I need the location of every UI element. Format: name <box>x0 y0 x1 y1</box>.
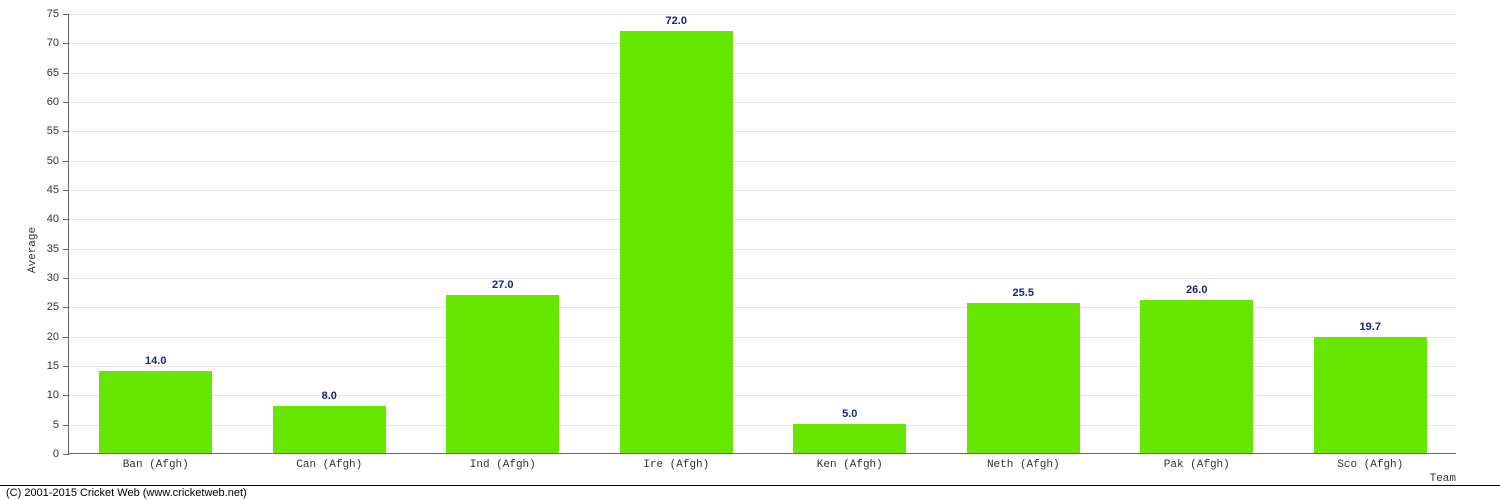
bar: 72.0 <box>620 31 733 453</box>
x-tick-label: Can (Afgh) <box>296 459 362 471</box>
bar-shape <box>1314 337 1427 453</box>
plot-area: Team 05101520253035404550556065707514.0B… <box>68 14 1456 454</box>
y-tick-label: 40 <box>47 213 59 225</box>
y-tick <box>63 161 69 162</box>
gridline <box>69 131 1456 132</box>
copyright-footer: (C) 2001-2015 Cricket Web (www.cricketwe… <box>0 485 1500 500</box>
y-tick <box>63 43 69 44</box>
bar-value-label: 25.5 <box>1013 287 1034 299</box>
bar-value-label: 26.0 <box>1186 284 1207 296</box>
bar-shape <box>793 424 906 453</box>
bar-value-label: 5.0 <box>842 408 857 420</box>
bar-value-label: 8.0 <box>322 390 337 402</box>
y-tick-label: 30 <box>47 272 59 284</box>
gridline <box>69 161 1456 162</box>
bar: 14.0 <box>99 371 212 453</box>
y-tick-label: 45 <box>47 184 59 196</box>
x-tick-label: Neth (Afgh) <box>987 459 1060 471</box>
bar: 26.0 <box>1140 300 1253 453</box>
gridline <box>69 278 1456 279</box>
y-tick <box>63 102 69 103</box>
gridline <box>69 102 1456 103</box>
y-tick <box>63 278 69 279</box>
bar-value-label: 19.7 <box>1360 321 1381 333</box>
y-tick-label: 70 <box>47 37 59 49</box>
y-tick-label: 0 <box>53 448 59 460</box>
y-tick-label: 60 <box>47 96 59 108</box>
gridline <box>69 219 1456 220</box>
y-tick-label: 15 <box>47 360 59 372</box>
chart-container: Team 0 5 10 15 20 25 30 35 40 45 50 55 60 65 70 75 14.0 B… <box>0 0 1500 500</box>
y-tick-label: 65 <box>47 67 59 79</box>
y-tick-label: 55 <box>47 125 59 137</box>
copyright-text: (C) 2001-2015 Cricket Web (www.cricketwe… <box>6 487 247 499</box>
y-tick <box>63 454 69 455</box>
y-tick-label: 10 <box>47 389 59 401</box>
x-tick-label: Ken (Afgh) <box>817 459 883 471</box>
x-tick-label: Sco (Afgh) <box>1337 459 1403 471</box>
y-tick <box>63 73 69 74</box>
x-tick-label: Ban (Afgh) <box>123 459 189 471</box>
y-tick-label: 25 <box>47 301 59 313</box>
gridline <box>69 14 1456 15</box>
x-tick-label: Ire (Afgh) <box>643 459 709 471</box>
y-tick <box>63 395 69 396</box>
bar-value-label: 14.0 <box>145 355 166 367</box>
bar-value-label: 27.0 <box>492 279 513 291</box>
bar: 27.0 <box>446 295 559 453</box>
bar-shape <box>446 295 559 453</box>
bar: 8.0 <box>273 406 386 453</box>
gridline <box>69 43 1456 44</box>
y-tick <box>63 366 69 367</box>
bar: 5.0 <box>793 424 906 453</box>
y-tick <box>63 14 69 15</box>
bar: 19.7 <box>1314 337 1427 453</box>
y-tick-label: 20 <box>47 331 59 343</box>
y-tick <box>63 249 69 250</box>
gridline <box>69 190 1456 191</box>
y-tick <box>63 219 69 220</box>
y-tick <box>63 425 69 426</box>
y-tick-label: 50 <box>47 155 59 167</box>
bar-shape <box>620 31 733 453</box>
y-tick <box>63 190 69 191</box>
bar-shape <box>273 406 386 453</box>
gridline <box>69 73 1456 74</box>
y-tick-label: 35 <box>47 243 59 255</box>
bar-shape <box>1140 300 1253 453</box>
bar: 25.5 <box>967 303 1080 453</box>
x-tick-label: Pak (Afgh) <box>1164 459 1230 471</box>
bar-shape <box>99 371 212 453</box>
bar-value-label: 72.0 <box>666 15 687 27</box>
x-tick-label: Ind (Afgh) <box>470 459 536 471</box>
y-tick <box>63 307 69 308</box>
y-tick-label: 5 <box>53 419 59 431</box>
y-axis-title: Average <box>27 227 39 273</box>
gridline <box>69 249 1456 250</box>
y-tick <box>63 337 69 338</box>
y-tick <box>63 131 69 132</box>
bar-shape <box>967 303 1080 453</box>
y-tick-label: 75 <box>47 8 59 20</box>
x-axis-title: Team <box>1430 473 1456 485</box>
